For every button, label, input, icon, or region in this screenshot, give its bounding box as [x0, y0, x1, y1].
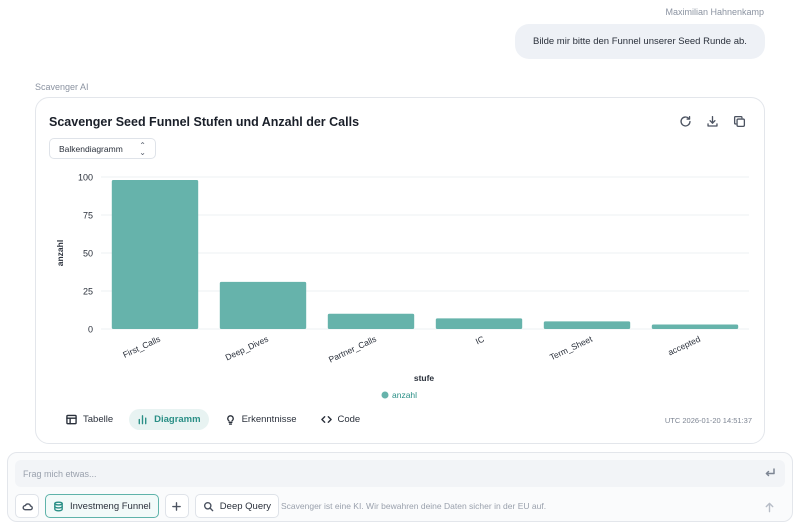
result-card: Scavenger Seed Funnel Stufen und Anzahl … [35, 97, 765, 444]
search-icon [203, 501, 214, 511]
bar [543, 321, 631, 329]
card-title: Scavenger Seed Funnel Stufen und Anzahl … [49, 115, 360, 129]
cloud-icon [22, 502, 33, 510]
dataset-button[interactable]: Investmeng Funnel [45, 494, 159, 518]
y-axis-label: anzahl [55, 240, 65, 266]
y-tick-label: 75 [83, 211, 93, 221]
bar [219, 281, 307, 329]
send-icon[interactable] [764, 500, 776, 513]
tab-label: Erkenntnisse [241, 414, 297, 425]
y-tick-label: 50 [83, 249, 93, 259]
view-tabs: Tabelle Diagramm Erkenntnisse Code [58, 409, 368, 430]
composer: Investmeng Funnel Deep Query Scavenger i… [7, 452, 793, 522]
legend-label: anzahl [392, 390, 417, 400]
lightbulb-icon [226, 415, 234, 425]
select-chevron-icon: ⌃ ⌄ [139, 141, 146, 157]
tab-erkenntnisse[interactable]: Erkenntnisse [217, 409, 305, 430]
bar [651, 324, 739, 329]
dataset-button-label: Investmeng Funnel [70, 500, 151, 512]
deep-query-button-label: Deep Query [219, 500, 272, 512]
bar [327, 313, 415, 329]
assistant-label: Scavenger AI [35, 82, 89, 92]
table-icon [66, 414, 77, 425]
y-tick-label: 0 [88, 325, 93, 335]
user-name: Maximilian Hahnenkamp [665, 7, 764, 17]
deep-query-button[interactable]: Deep Query [194, 494, 280, 518]
bar [435, 318, 523, 329]
tab-tabelle[interactable]: Tabelle [58, 409, 121, 430]
legend-marker [381, 391, 389, 399]
bar-chart-icon [138, 415, 147, 425]
plus-icon [172, 501, 182, 511]
x-axis-label: stufe [414, 373, 435, 383]
tab-label: Diagramm [154, 414, 201, 425]
disclaimer: Scavenger ist eine KI. Wir bewahren dein… [281, 501, 547, 511]
user-message-text: Bilde mir bitte den Funnel unserer Seed … [533, 36, 747, 47]
enter-icon[interactable] [764, 466, 776, 478]
x-tick-label: Partner_Calls [327, 334, 378, 365]
download-icon[interactable] [704, 113, 721, 130]
x-tick-label: accepted [666, 334, 702, 358]
database-icon [54, 501, 63, 511]
x-tick-label: First_Calls [121, 334, 162, 360]
chart-type-select[interactable]: Balkendiagramm ⌃ ⌄ [49, 138, 156, 159]
tab-diagramm[interactable]: Diagramm [129, 409, 209, 430]
y-tick-label: 25 [83, 287, 93, 297]
message-input[interactable] [15, 460, 785, 487]
bar-chart: 0 25 50 75 100 First_Calls Deep_Dives Partner_C… [36, 160, 766, 407]
y-tick-label: 100 [78, 173, 93, 183]
cloud-button[interactable] [15, 494, 39, 518]
refresh-icon[interactable] [677, 113, 694, 130]
x-tick-label: Deep_Dives [224, 334, 270, 363]
copy-icon[interactable] [731, 113, 748, 130]
composer-toolbar: Investmeng Funnel Deep Query [15, 494, 280, 518]
timestamp: UTC 2026-01-20 14:51:37 [664, 416, 752, 425]
code-icon [320, 416, 332, 423]
x-tick-label: IC [474, 334, 486, 347]
tab-code[interactable]: Code [313, 409, 369, 430]
card-actions [677, 113, 748, 130]
chart-type-select-value: Balkendiagramm [59, 143, 123, 154]
add-button[interactable] [164, 494, 189, 518]
bar [111, 180, 199, 329]
tab-label: Tabelle [83, 414, 114, 425]
x-tick-label: Term_Sheet [548, 333, 594, 362]
tab-label: Code [337, 414, 361, 425]
user-message-bubble: Bilde mir bitte den Funnel unserer Seed … [515, 24, 765, 59]
